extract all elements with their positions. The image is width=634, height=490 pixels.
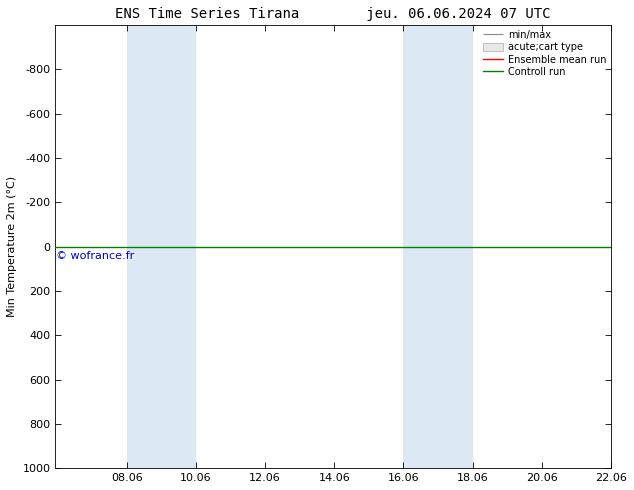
Legend: min/max, acute;cart type, Ensemble mean run, Controll run: min/max, acute;cart type, Ensemble mean … — [481, 28, 608, 79]
Bar — [127, 25, 196, 468]
Title: ENS Time Series Tirana        jeu. 06.06.2024 07 UTC: ENS Time Series Tirana jeu. 06.06.2024 0… — [115, 7, 551, 21]
Y-axis label: Min Temperature 2m (°C): Min Temperature 2m (°C) — [7, 176, 17, 317]
Bar — [403, 25, 473, 468]
Text: © wofrance.fr: © wofrance.fr — [56, 251, 134, 261]
